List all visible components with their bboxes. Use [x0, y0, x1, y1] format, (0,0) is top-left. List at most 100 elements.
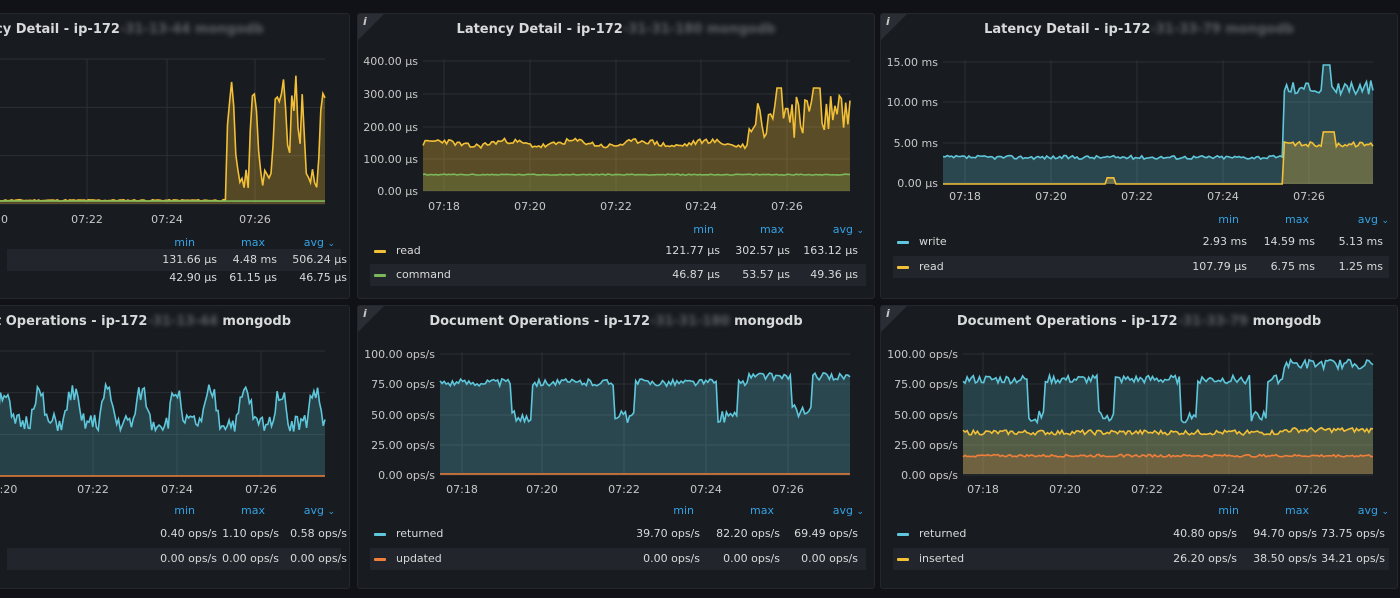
panel-document-operations-2[interactable]: i Document Operations - ip-172-31-31-180… [357, 305, 875, 589]
x-tick-label: 07:24 [685, 200, 717, 213]
legend-max: 94.70 ops/s [1253, 527, 1317, 540]
legend-header-min[interactable]: min [693, 223, 714, 236]
panel-title[interactable]: t Operations - ip-172-31-13-44 mongodb [0, 314, 349, 329]
x-tick-label: 07:18 [428, 200, 460, 213]
legend-row[interactable]: 131.66 µs 4.48 ms 506.24 µs [7, 249, 347, 271]
legend-row[interactable]: 0.40 ops/s 1.10 ops/s 0.58 ops/s [7, 523, 347, 545]
x-tick-label: 07:26 [245, 483, 277, 496]
legend-header-max[interactable]: max [750, 504, 774, 517]
chevron-down-icon: ⌄ [327, 239, 335, 249]
info-icon[interactable]: i [886, 307, 890, 320]
legend-row[interactable]: read 107.79 µs 6.75 ms 1.25 ms [893, 256, 1389, 278]
panel-document-operations-3[interactable]: i Document Operations - ip-172-31-33-79 … [880, 305, 1398, 589]
panel-title[interactable]: Document Operations - ip-172-31-31-180 m… [429, 314, 803, 329]
legend-row[interactable]: read 121.77 µs 302.57 µs 163.12 µs [370, 240, 866, 262]
other-series-line [962, 453, 1373, 459]
x-tick-label: 07:24 [151, 213, 183, 226]
legend-row[interactable]: command 46.87 µs 53.57 µs 49.36 µs [370, 264, 866, 286]
legend-header-max[interactable]: max [760, 223, 784, 236]
panel-title[interactable]: Latency Detail - ip-172-31-33-79 mongodb [881, 22, 1397, 37]
latency-graph[interactable]: 20 07:22 07:24 07:26 [0, 14, 349, 298]
panel-title[interactable]: cy Detail - ip-172-31-13-44 mongodb [0, 22, 349, 37]
y-tick-label: 25.00 ops/s [894, 439, 958, 452]
info-corner[interactable] [358, 306, 384, 332]
legend-header-max[interactable]: max [241, 504, 265, 517]
legend-min: 107.79 µs [1192, 260, 1247, 273]
legend-header-max[interactable]: max [1285, 213, 1309, 226]
legend-header-max[interactable]: max [241, 236, 265, 249]
legend-header-min[interactable]: min [673, 504, 694, 517]
x-tick-label: 07:22 [1131, 483, 1163, 496]
panel-title-hostname: -31-13-44 mongodb [119, 22, 264, 37]
legend-swatch [374, 274, 386, 277]
legend-max: 53.57 µs [742, 268, 790, 281]
panel-latency-detail-3[interactable]: i Latency Detail - ip-172-31-33-79 mongo… [880, 13, 1398, 299]
legend-min: 39.70 ops/s [636, 527, 700, 540]
info-icon[interactable]: i [363, 15, 367, 28]
legend-header-min[interactable]: min [174, 504, 195, 517]
legend-row[interactable]: updated 0.00 ops/s 0.00 ops/s 0.00 ops/s [370, 548, 866, 570]
panel-title[interactable]: Document Operations - ip-172-31-33-79 mo… [956, 314, 1322, 329]
operations-graph[interactable]: 7:20 07:22 07:24 07:26 [0, 306, 349, 588]
info-corner[interactable] [358, 14, 384, 40]
legend-max: 82.20 ops/s [716, 527, 780, 540]
y-tick-label: 0.00 µs [897, 177, 938, 190]
legend-header-avg[interactable]: avg ⌄ [303, 504, 335, 517]
legend-header-min[interactable]: min [1218, 504, 1239, 517]
legend-row[interactable]: 42.90 µs 61.15 µs 46.75 µs [7, 267, 347, 289]
legend-swatch [897, 266, 909, 269]
chevron-down-icon: ⌄ [1381, 507, 1389, 517]
info-icon[interactable]: i [886, 15, 890, 28]
legend-avg: 69.49 ops/s [794, 527, 858, 540]
legend-header-max[interactable]: max [1285, 504, 1309, 517]
x-tick-label: 07:26 [771, 200, 803, 213]
panel-document-operations-1[interactable]: t Operations - ip-172-31-13-44 mongodb 7… [0, 305, 350, 589]
legend-header-avg[interactable]: avg ⌄ [1357, 504, 1389, 517]
legend-min: 121.77 µs [665, 244, 720, 257]
x-tick-label: 07:18 [446, 483, 478, 496]
panel-title[interactable]: Latency Detail - ip-172-31-31-180 mongod… [358, 22, 874, 37]
y-tick-label: 100.00 ops/s [887, 348, 958, 361]
legend-row[interactable]: returned 39.70 ops/s 82.20 ops/s 69.49 o… [370, 523, 866, 545]
legend-min: 131.66 µs [162, 253, 217, 266]
inserted-series-line [962, 426, 1374, 437]
legend-header-avg[interactable]: avg ⌄ [832, 223, 864, 236]
panel-title-text: cy Detail - ip-172 [0, 22, 120, 37]
x-tick-label: 07:22 [71, 213, 103, 226]
legend-avg: 0.00 ops/s [290, 552, 347, 565]
legend-series-name: inserted [919, 552, 965, 565]
x-tick-label: 7:20 [0, 483, 17, 496]
latency-graph[interactable]: 400.00 µs 300.00 µs 200.00 µs 100.00 µs 0.00… [358, 14, 874, 298]
info-corner[interactable] [881, 306, 907, 332]
y-tick-label: 50.00 ops/s [371, 409, 435, 422]
legend-row[interactable]: 0.00 ops/s 0.00 ops/s 0.00 ops/s [7, 548, 347, 570]
latency-graph[interactable]: 15.00 ms 10.00 ms 5.00 ms 0.00 µs 07:18 07:20… [881, 14, 1397, 298]
legend-row[interactable]: inserted 26.20 ops/s 38.50 ops/s 34.21 o… [893, 548, 1389, 570]
legend-max: 6.75 ms [1270, 260, 1315, 273]
info-corner[interactable] [881, 14, 907, 40]
panel-latency-detail-2[interactable]: i Latency Detail - ip-172-31-31-180 mong… [357, 13, 875, 299]
operations-graph[interactable]: 100.00 ops/s 75.00 ops/s 50.00 ops/s 25.00 … [358, 306, 874, 588]
operations-graph[interactable]: 100.00 ops/s 75.00 ops/s 50.00 ops/s 25.00 … [881, 306, 1397, 588]
x-tick-label: 07:24 [1207, 190, 1239, 203]
panel-latency-detail-1[interactable]: cy Detail - ip-172-31-13-44 mongodb 20 07… [0, 13, 350, 299]
panel-title-text: Latency Detail - ip-172 [984, 22, 1151, 37]
x-tick-label: 07:24 [1213, 483, 1245, 496]
y-tick-label: 10.00 ms [887, 96, 939, 109]
y-tick-label: 75.00 ops/s [894, 378, 958, 391]
x-tick-label: 07:20 [1035, 190, 1067, 203]
chevron-down-icon: ⌄ [1381, 216, 1389, 226]
legend-avg: 0.58 ops/s [290, 527, 347, 540]
info-icon[interactable]: i [363, 307, 367, 320]
legend-header-avg[interactable]: avg ⌄ [1357, 213, 1389, 226]
legend-min: 2.93 ms [1202, 235, 1247, 248]
legend-header-min[interactable]: min [1218, 213, 1239, 226]
legend-header-avg[interactable]: avg ⌄ [303, 236, 335, 249]
read-series-area [943, 131, 1373, 184]
legend-row[interactable]: returned 40.80 ops/s 94.70 ops/s 73.75 o… [893, 523, 1389, 545]
legend-row[interactable]: write 2.93 ms 14.59 ms 5.13 ms [893, 231, 1389, 253]
legend-series-name: returned [919, 527, 967, 540]
legend-header-min[interactable]: min [174, 236, 195, 249]
legend-header-avg[interactable]: avg ⌄ [832, 504, 864, 517]
